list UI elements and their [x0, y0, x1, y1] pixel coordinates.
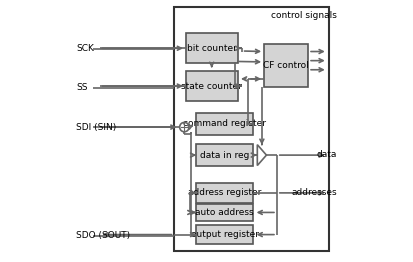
- Text: addresses: addresses: [291, 188, 337, 197]
- Text: SDI (SIN): SDI (SIN): [76, 123, 116, 132]
- Bar: [196, 144, 254, 166]
- Text: SCK: SCK: [76, 44, 94, 53]
- Text: control signals: control signals: [271, 10, 337, 20]
- Bar: [196, 225, 254, 244]
- Bar: [196, 204, 254, 221]
- Bar: [186, 33, 238, 63]
- Bar: [186, 71, 238, 101]
- Text: command register: command register: [183, 119, 266, 128]
- Text: CF control: CF control: [263, 61, 309, 70]
- Bar: [174, 7, 329, 251]
- Text: output register: output register: [191, 230, 259, 239]
- Text: SDO (SOUT): SDO (SOUT): [76, 231, 131, 240]
- Bar: [196, 113, 254, 135]
- Text: data: data: [316, 150, 337, 159]
- Bar: [196, 183, 254, 203]
- Text: address register: address register: [188, 188, 261, 197]
- Text: bit counter: bit counter: [187, 44, 237, 53]
- Text: data in reg: data in reg: [200, 151, 249, 160]
- Text: state counter: state counter: [181, 81, 242, 91]
- Polygon shape: [257, 145, 266, 166]
- Text: auto address: auto address: [195, 208, 254, 217]
- Text: SS: SS: [76, 84, 88, 92]
- Bar: [264, 44, 308, 87]
